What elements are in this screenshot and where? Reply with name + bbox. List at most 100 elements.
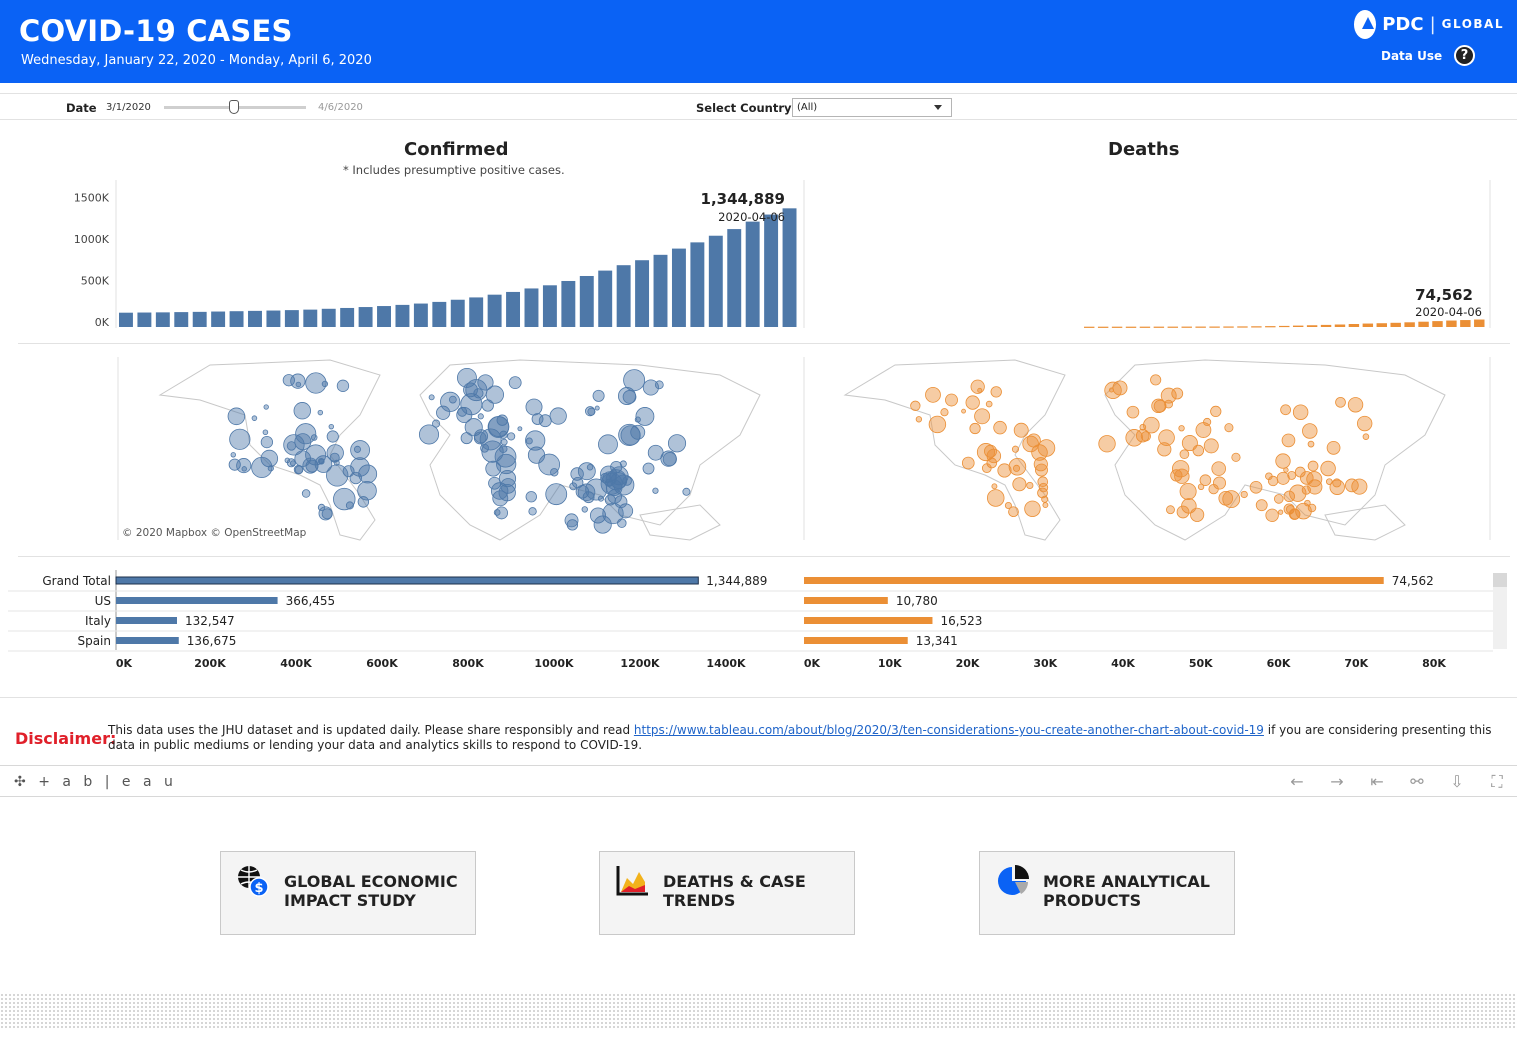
- map-bubble[interactable]: [1320, 460, 1336, 477]
- confirmed-bar[interactable]: [506, 291, 521, 327]
- map-bubble[interactable]: [617, 387, 636, 405]
- map-bubble[interactable]: [642, 379, 659, 396]
- map-bubble[interactable]: [479, 428, 502, 451]
- map-bubble[interactable]: [457, 367, 477, 388]
- map-bubble[interactable]: [969, 422, 981, 435]
- map-bubble[interactable]: [1160, 387, 1177, 404]
- deaths-bar[interactable]: [1432, 321, 1443, 327]
- deaths-bar[interactable]: [1097, 326, 1109, 328]
- map-bubble[interactable]: [295, 423, 317, 445]
- map-bubble[interactable]: [1126, 405, 1140, 419]
- map-bubble[interactable]: [570, 467, 584, 481]
- map-bubble[interactable]: [314, 455, 333, 473]
- map-bubble[interactable]: [1304, 499, 1311, 507]
- map-bubble[interactable]: [241, 466, 247, 472]
- map-bubble[interactable]: [605, 469, 627, 491]
- map-bubble[interactable]: [485, 460, 502, 477]
- fullscreen-icon[interactable]: ⛶: [1491, 772, 1503, 791]
- confirmed-bar[interactable]: [469, 297, 484, 327]
- map-bubble[interactable]: [350, 440, 371, 460]
- map-bubble[interactable]: [1125, 429, 1143, 447]
- country-select[interactable]: (All): [792, 98, 952, 117]
- map-bubble[interactable]: [997, 463, 1012, 478]
- help-icon[interactable]: ?: [1454, 45, 1475, 66]
- map-bubble[interactable]: [465, 379, 488, 402]
- map-bubble[interactable]: [263, 404, 269, 410]
- map-bubble[interactable]: [1012, 477, 1027, 492]
- map-bubble[interactable]: [1267, 475, 1279, 487]
- map-bubble[interactable]: [353, 445, 362, 453]
- map-bubble[interactable]: [1326, 440, 1341, 455]
- deaths-bar[interactable]: [1167, 326, 1179, 328]
- map-bubble[interactable]: [538, 453, 561, 476]
- map-bubble[interactable]: [925, 386, 941, 403]
- map-bubble[interactable]: [577, 483, 596, 502]
- tableau-blog-link[interactable]: https://www.tableau.com/about/blog/2020/…: [633, 723, 1264, 737]
- deaths-bar[interactable]: [1209, 326, 1220, 328]
- deaths-bar[interactable]: [1139, 326, 1151, 328]
- map-bubble[interactable]: [1176, 505, 1190, 519]
- map-bubble[interactable]: [310, 434, 318, 441]
- map-bubble[interactable]: [457, 406, 468, 417]
- map-bubble[interactable]: [418, 424, 440, 445]
- map-bubble[interactable]: [1008, 457, 1027, 476]
- deaths-bar[interactable]: [1460, 320, 1471, 327]
- map-bubble[interactable]: [294, 450, 311, 467]
- map-bubble[interactable]: [260, 449, 279, 468]
- map-bubble[interactable]: [326, 464, 349, 487]
- map-bubble[interactable]: [1294, 466, 1306, 478]
- deaths-bar[interactable]: [1111, 326, 1123, 328]
- deaths-bar[interactable]: [1251, 326, 1262, 328]
- confirmed-bar[interactable]: [266, 310, 281, 327]
- map-bubble[interactable]: [550, 468, 559, 477]
- deaths-bar[interactable]: [1195, 326, 1206, 328]
- share-icon[interactable]: ⚯: [1410, 772, 1424, 791]
- map-bubble[interactable]: [993, 420, 1007, 435]
- map-bubble[interactable]: [1278, 509, 1284, 515]
- country-bar-table[interactable]: Grand Total 1,344,889 74,562 US 366,455 10,78…: [0, 570, 1517, 680]
- confirmed-country-bar[interactable]: [116, 617, 177, 624]
- map-bubble[interactable]: [1301, 485, 1311, 495]
- map-bubble[interactable]: [1004, 501, 1012, 510]
- map-bubble[interactable]: [594, 405, 600, 411]
- confirmed-bar[interactable]: [671, 248, 686, 327]
- map-bubble[interactable]: [1008, 506, 1019, 518]
- confirmed-bar[interactable]: [340, 307, 355, 327]
- map-bubble[interactable]: [613, 474, 635, 496]
- map-bubble[interactable]: [496, 453, 517, 475]
- confirmed-bar[interactable]: [248, 310, 262, 327]
- map-bubble[interactable]: [1135, 428, 1150, 443]
- map-bubble[interactable]: [440, 391, 461, 413]
- map-bubble[interactable]: [507, 432, 516, 441]
- map-bubble[interactable]: [229, 428, 251, 450]
- map-bubble[interactable]: [622, 390, 637, 404]
- date-slider-handle[interactable]: [229, 100, 239, 114]
- map-bubble[interactable]: [508, 376, 522, 390]
- map-bubble[interactable]: [448, 395, 457, 404]
- map-bubble[interactable]: [1283, 467, 1289, 473]
- map-bubble[interactable]: [1249, 480, 1263, 494]
- map-bubble[interactable]: [525, 491, 537, 503]
- map-bubble[interactable]: [1287, 470, 1297, 480]
- confirmed-bar[interactable]: [561, 280, 576, 327]
- map-bubble[interactable]: [619, 460, 627, 468]
- map-bubble[interactable]: [531, 413, 544, 425]
- map-bubble[interactable]: [1332, 478, 1342, 488]
- map-bubble[interactable]: [1024, 500, 1041, 518]
- map-bubble[interactable]: [577, 462, 596, 481]
- deaths-bar[interactable]: [1084, 326, 1095, 328]
- map-bubble[interactable]: [635, 407, 655, 426]
- map-bubble[interactable]: [660, 450, 677, 467]
- map-bubble[interactable]: [1166, 505, 1175, 515]
- map-bubble[interactable]: [498, 470, 517, 488]
- map-bubble[interactable]: [1181, 435, 1198, 452]
- map-bubble[interactable]: [336, 379, 350, 392]
- map-bubble[interactable]: [581, 506, 588, 513]
- deaths-bar[interactable]: [1237, 326, 1248, 328]
- map-bubble[interactable]: [1307, 440, 1315, 448]
- map-bubble[interactable]: [326, 430, 339, 443]
- map-bubble[interactable]: [499, 444, 508, 454]
- map-bubble[interactable]: [1037, 476, 1049, 488]
- deaths-country-bar[interactable]: [804, 597, 888, 604]
- map-bubble[interactable]: [1211, 461, 1226, 476]
